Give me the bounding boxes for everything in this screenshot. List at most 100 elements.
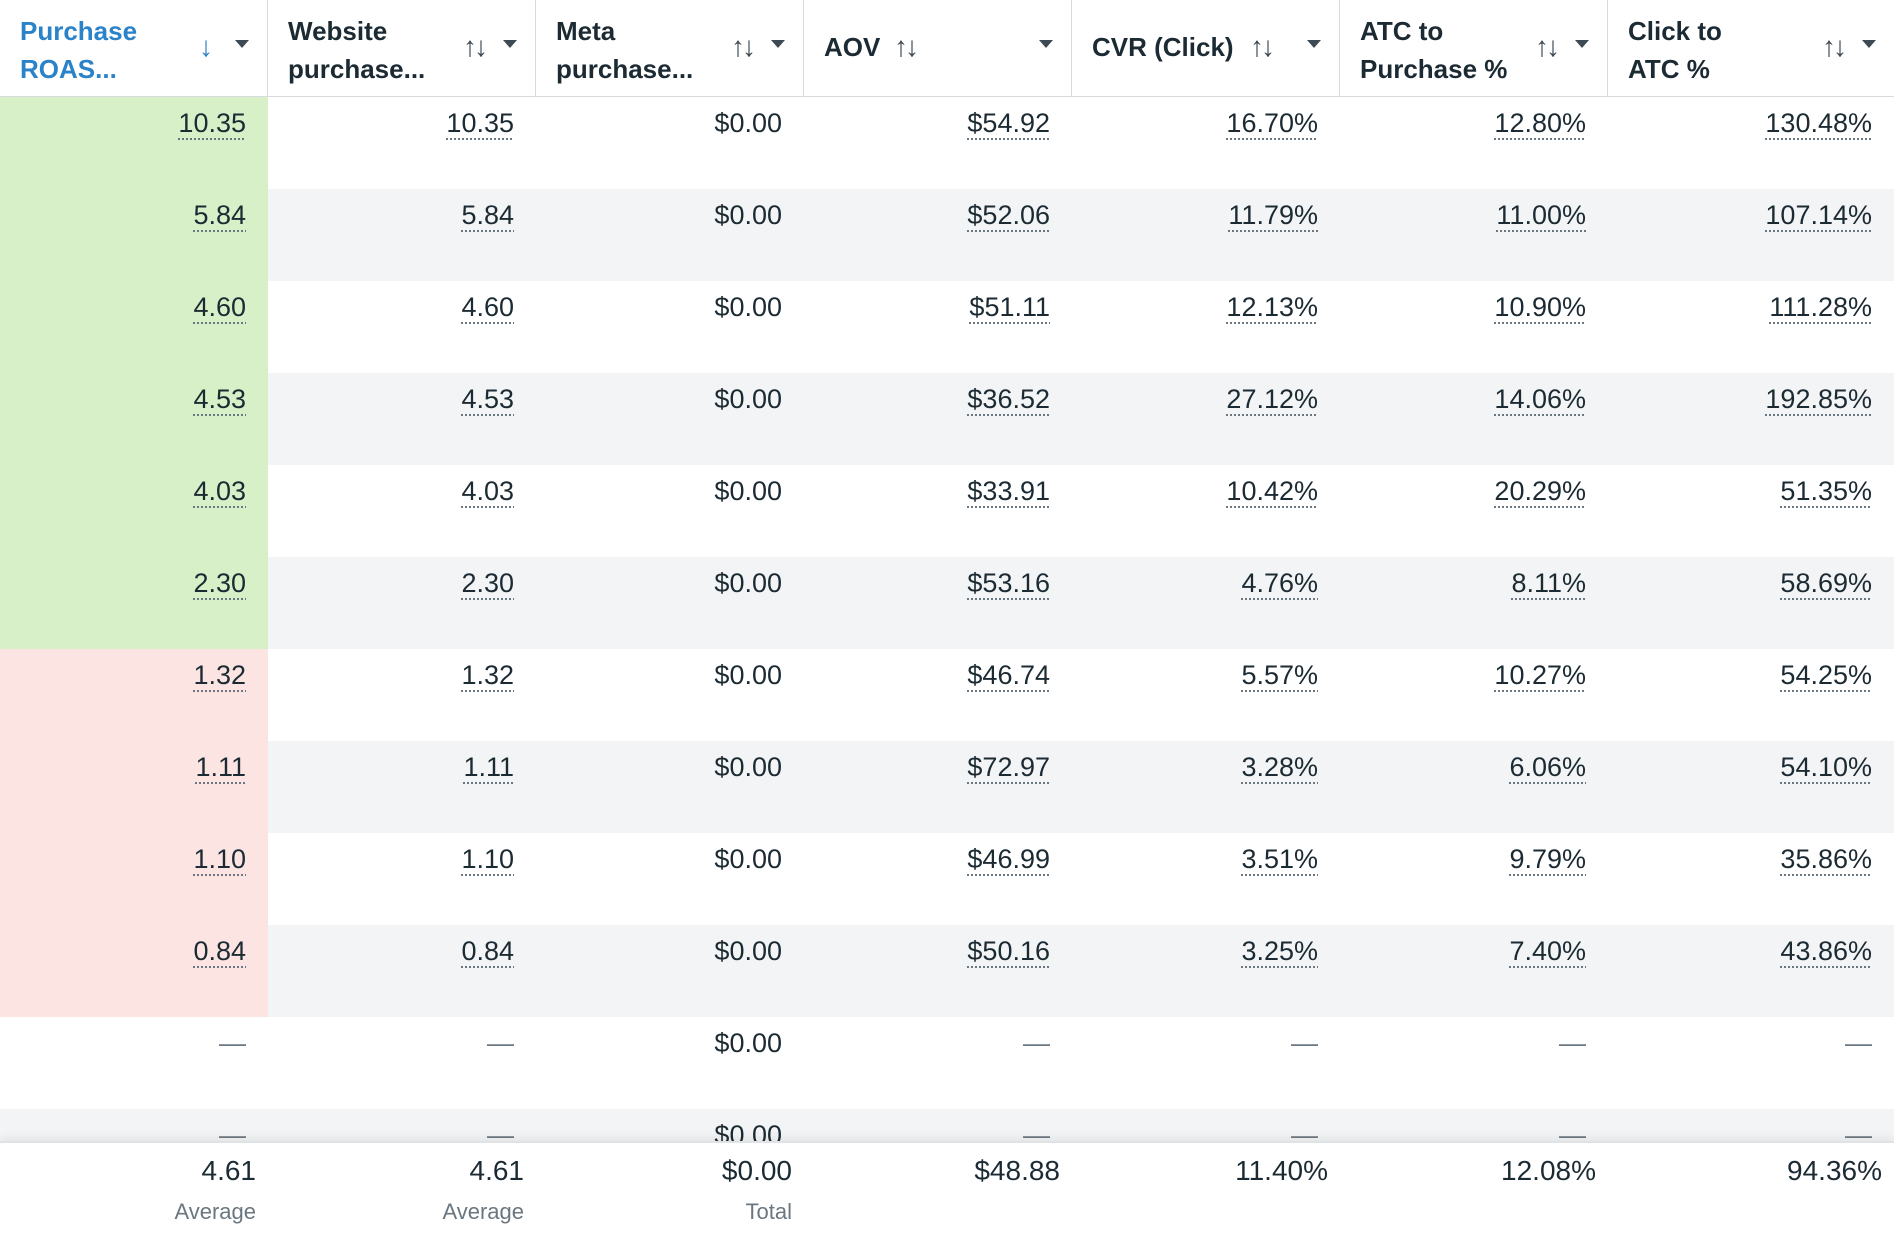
cell-value[interactable]: 4.53 [193,384,246,414]
column-header-atc-to-purchase[interactable]: ATC to Purchase % ↑↓ [1340,0,1608,96]
table-row[interactable]: 1.10 1.10 $0.00 $46.99 3.51% 9.79% 35.86% [0,833,1894,925]
cell-value[interactable]: 12.80% [1494,108,1586,138]
cell-value[interactable]: 8.11% [1511,568,1586,598]
column-header-click-to-atc[interactable]: Click to ATC % ↑↓ [1608,0,1894,96]
cell-value[interactable]: 10.90% [1494,292,1586,322]
table-row[interactable]: 4.03 4.03 $0.00 $33.91 10.42% 20.29% 51.35% [0,465,1894,557]
cell-value[interactable]: 11.79% [1228,200,1318,230]
cell-value[interactable]: 10.35 [178,108,246,138]
chevron-down-icon[interactable] [1307,40,1321,48]
chevron-down-icon[interactable] [1575,40,1589,48]
cell-value[interactable]: 54.10% [1780,752,1872,782]
column-header-label-line2: purchase... [288,54,426,84]
cell-value[interactable]: 6.06% [1509,752,1586,782]
cell-value[interactable]: 58.69% [1780,568,1872,598]
table-row[interactable]: 4.53 4.53 $0.00 $36.52 27.12% 14.06% 192.85% [0,373,1894,465]
column-header-website-purchase-roas[interactable]: Website purchase... ↑↓ [268,0,536,96]
cell-value[interactable]: 4.53 [461,384,514,414]
cell-value[interactable]: 16.70% [1226,108,1318,138]
sort-arrows-icon[interactable]: ↑↓ [463,31,488,62]
cell-value[interactable]: $52.06 [967,200,1050,230]
cell-value[interactable]: 10.35 [446,108,514,138]
cell-value[interactable]: 4.60 [461,292,514,322]
cell-value[interactable]: 1.32 [193,660,246,690]
cell-value[interactable]: 130.48% [1765,108,1872,138]
cell-value[interactable]: 192.85% [1765,384,1872,414]
column-header-purchase-roas[interactable]: Purchase ROAS... ↓ [0,0,268,96]
cell-value[interactable]: 1.11 [463,752,514,782]
cell-value[interactable]: 4.03 [461,476,514,506]
table-cell-aov: $53.16 [804,557,1072,649]
cell-value[interactable]: 4.76% [1241,568,1318,598]
cell-value: $0.00 [714,1120,782,1141]
table-row[interactable]: 1.11 1.11 $0.00 $72.97 3.28% 6.06% 54.10% [0,741,1894,833]
summary-cell-atc-to-purchase: 12.08% [1340,1143,1608,1242]
cell-value[interactable]: 14.06% [1494,384,1586,414]
cell-value[interactable]: 3.51% [1241,844,1318,874]
sort-arrows-icon[interactable]: ↑↓ [1535,31,1560,62]
cell-value[interactable]: $53.16 [967,568,1050,598]
sort-arrows-icon[interactable]: ↑↓ [731,31,756,62]
table-row[interactable]: 1.32 1.32 $0.00 $46.74 5.57% 10.27% 54.25% [0,649,1894,741]
column-header-cvr-click[interactable]: CVR (Click) ↑↓ [1072,0,1340,96]
table-cell-cvr-click: 10.42% [1072,465,1340,557]
table-row[interactable]: 4.60 4.60 $0.00 $51.11 12.13% 10.90% 111.28% [0,281,1894,373]
cell-value[interactable]: $33.91 [967,476,1050,506]
cell-value[interactable]: 35.86% [1780,844,1872,874]
cell-value[interactable]: 10.27% [1494,660,1586,690]
cell-value[interactable]: 4.60 [193,292,246,322]
cell-value[interactable]: 3.28% [1241,752,1318,782]
cell-value[interactable]: 11.00% [1496,200,1586,230]
column-header-meta-purchase-roas[interactable]: Meta purchase... ↑↓ [536,0,804,96]
sort-arrows-icon[interactable]: ↑↓ [1250,31,1275,62]
cell-value[interactable]: 12.13% [1226,292,1318,322]
cell-value[interactable]: $51.11 [969,292,1050,322]
column-header-label: Purchase ROAS... [20,12,137,88]
cell-value[interactable]: $50.16 [967,936,1050,966]
chevron-down-icon[interactable] [1862,40,1876,48]
cell-value[interactable]: 1.10 [193,844,246,874]
table-cell-atc-to-purchase: 11.00% [1340,189,1608,281]
chevron-down-icon[interactable] [235,40,249,48]
cell-value[interactable]: 1.11 [195,752,246,782]
cell-value[interactable]: 107.14% [1765,200,1872,230]
cell-value[interactable]: 111.28% [1769,292,1872,322]
cell-value[interactable]: 0.84 [461,936,514,966]
chevron-down-icon[interactable] [771,40,785,48]
sort-arrows-icon[interactable]: ↑↓ [894,31,919,62]
table-row[interactable]: 0.84 0.84 $0.00 $50.16 3.25% 7.40% 43.86% [0,925,1894,1017]
arrow-down-icon[interactable]: ↓ [199,31,213,62]
cell-value[interactable]: 20.29% [1494,476,1586,506]
cell-value[interactable]: 51.35% [1780,476,1872,506]
cell-value[interactable]: 5.84 [461,200,514,230]
cell-value[interactable]: $46.99 [967,844,1050,874]
chevron-down-icon[interactable] [1039,40,1053,48]
sort-arrows-icon[interactable]: ↑↓ [1822,31,1847,62]
column-header-aov[interactable]: AOV ↑↓ [804,0,1072,96]
cell-value[interactable]: 2.30 [193,568,246,598]
table-row[interactable]: 5.84 5.84 $0.00 $52.06 11.79% 11.00% 107.14% [0,189,1894,281]
cell-value[interactable]: $72.97 [967,752,1050,782]
cell-value[interactable]: 5.84 [193,200,246,230]
cell-value[interactable]: 3.25% [1241,936,1318,966]
cell-value[interactable]: 2.30 [461,568,514,598]
cell-value[interactable]: 1.10 [461,844,514,874]
table-row[interactable]: — — $0.00 — — — — [0,1017,1894,1109]
cell-value[interactable]: 7.40% [1509,936,1586,966]
cell-value[interactable]: 0.84 [193,936,246,966]
cell-value[interactable]: 9.79% [1509,844,1586,874]
cell-value[interactable]: 5.57% [1241,660,1318,690]
table-row[interactable]: 2.30 2.30 $0.00 $53.16 4.76% 8.11% 58.69% [0,557,1894,649]
cell-value[interactable]: $36.52 [967,384,1050,414]
cell-value[interactable]: 43.86% [1780,936,1872,966]
cell-value[interactable]: $54.92 [967,108,1050,138]
cell-value[interactable]: 27.12% [1226,384,1318,414]
table-row[interactable]: — — $0.00 — — — — [0,1109,1894,1141]
cell-value[interactable]: 10.42% [1226,476,1318,506]
cell-value[interactable]: 4.03 [193,476,246,506]
chevron-down-icon[interactable] [503,40,517,48]
table-row[interactable]: 10.35 10.35 $0.00 $54.92 16.70% 12.80% 130.48% [0,97,1894,189]
cell-value[interactable]: 54.25% [1780,660,1872,690]
cell-value[interactable]: $46.74 [967,660,1050,690]
cell-value[interactable]: 1.32 [461,660,514,690]
